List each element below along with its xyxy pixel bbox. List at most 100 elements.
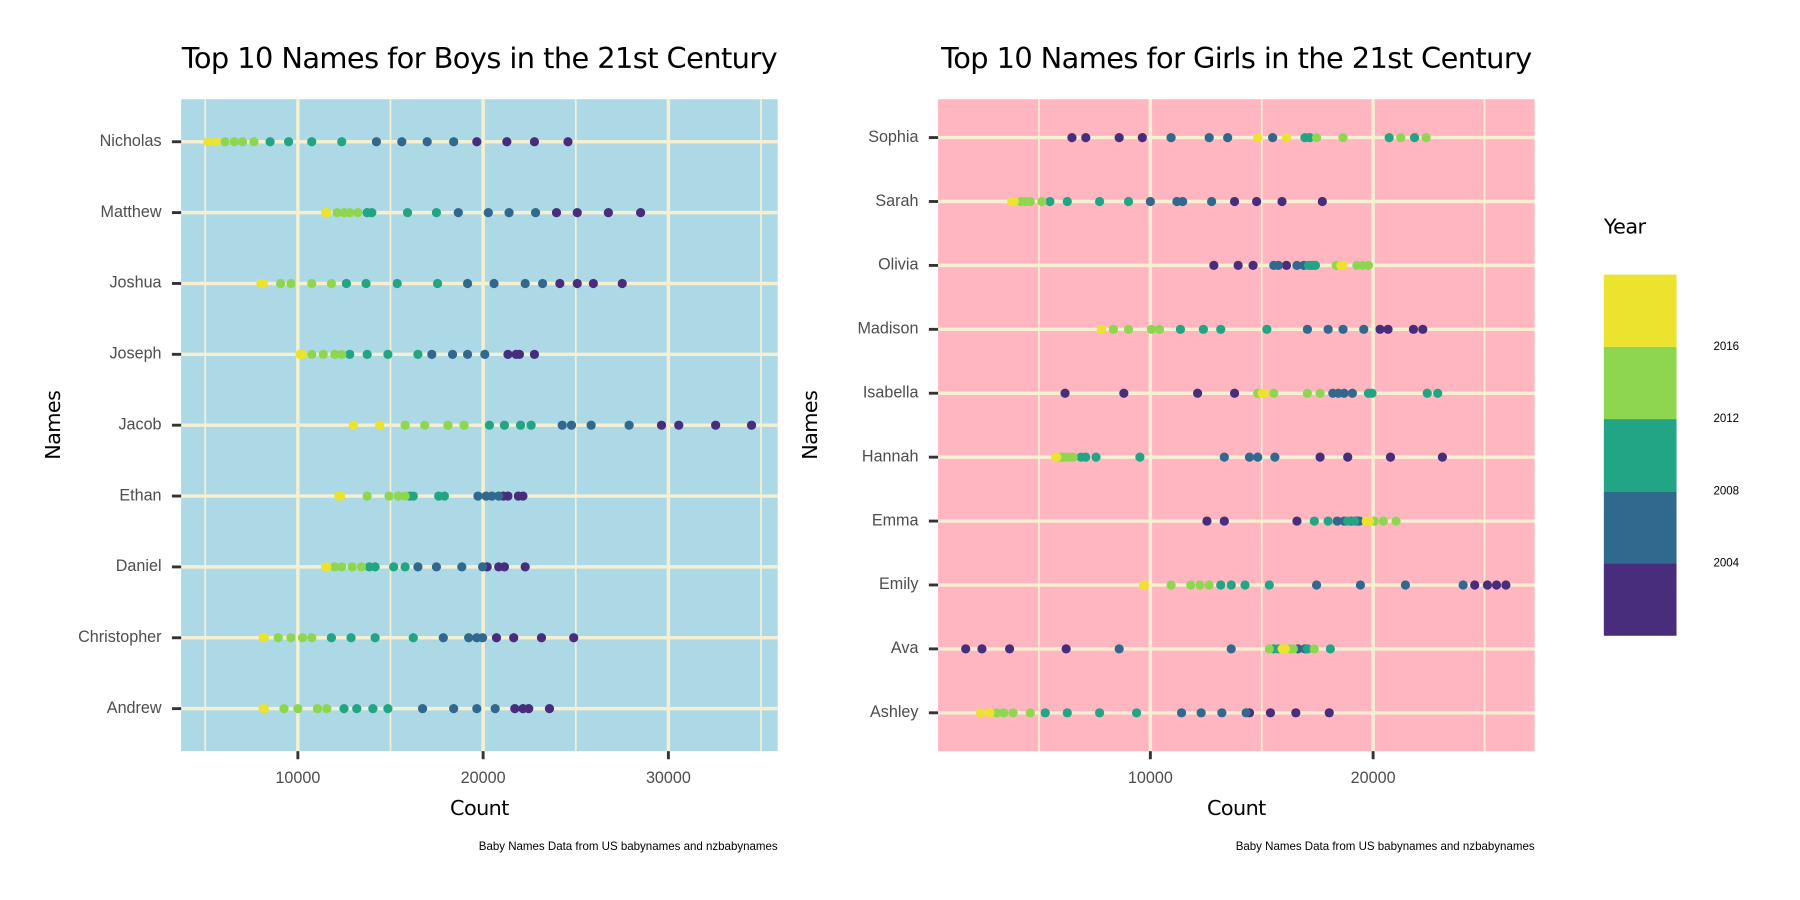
dot: [420, 420, 430, 430]
dot: [511, 349, 521, 359]
y-tick-label: Matthew: [101, 203, 162, 221]
dot: [362, 207, 372, 218]
dot: [1096, 324, 1106, 334]
legend-tick-label: 2004: [1713, 558, 1739, 570]
dot: [397, 137, 407, 147]
dot: [1094, 196, 1105, 207]
dot: [586, 420, 596, 430]
dot: [330, 562, 340, 572]
dot: [211, 137, 221, 147]
dot: [1281, 132, 1292, 143]
dot: [1229, 196, 1240, 207]
dot: [1139, 580, 1149, 590]
dot: [1458, 580, 1468, 590]
y-tick-label: Isabella: [863, 384, 919, 402]
dot: [307, 278, 317, 289]
dot: [431, 562, 442, 572]
dot: [518, 704, 528, 714]
dot: [484, 420, 495, 430]
dot: [339, 704, 349, 714]
dot: [265, 137, 275, 147]
dot: [509, 633, 519, 643]
dot: [293, 704, 303, 714]
dot: [1311, 580, 1322, 590]
dot: [203, 137, 213, 147]
dot: [555, 278, 565, 289]
dot: [348, 420, 358, 430]
dot: [1470, 580, 1480, 590]
dot: [258, 633, 268, 643]
dot: [490, 704, 500, 714]
dot: [1045, 196, 1055, 207]
dot: [477, 562, 488, 572]
dot: [1367, 388, 1377, 398]
dot: [992, 708, 1002, 718]
dot: [1257, 388, 1267, 398]
dot: [1051, 452, 1061, 462]
dot: [1375, 324, 1385, 334]
dot: [1135, 452, 1145, 462]
dot: [375, 420, 385, 430]
dot: [431, 207, 442, 218]
dot: [1336, 260, 1346, 271]
dot: [1338, 324, 1348, 334]
dot: [434, 491, 444, 501]
dot: [453, 207, 463, 218]
dot: [961, 644, 971, 654]
dot: [220, 137, 230, 147]
dot: [337, 562, 347, 572]
dot: [318, 349, 328, 359]
dot: [1137, 132, 1147, 143]
dot: [1176, 708, 1187, 718]
y-tick-label: Ava: [891, 639, 919, 657]
dot: [1292, 260, 1302, 271]
x-tick-label: 20000: [461, 769, 506, 787]
dot: [459, 420, 469, 430]
dot: [249, 137, 259, 147]
dot: [472, 137, 482, 147]
dot: [1198, 324, 1208, 334]
dot: [1421, 132, 1431, 143]
dot: [1288, 644, 1298, 654]
y-tick-label: Ashley: [870, 703, 919, 721]
dot: [400, 420, 410, 430]
dot: [337, 137, 347, 147]
dot: [1343, 452, 1353, 462]
dot: [1339, 388, 1349, 398]
dot: [1277, 196, 1287, 207]
dot: [273, 633, 283, 643]
dot: [1240, 580, 1250, 590]
dot: [537, 278, 548, 289]
dot: [443, 420, 453, 430]
dot: [356, 562, 367, 572]
dot: [1270, 452, 1280, 462]
dot: [462, 278, 473, 289]
dot: [1433, 388, 1443, 398]
dot: [256, 278, 266, 289]
dot: [1123, 324, 1134, 334]
dot: [1422, 388, 1432, 398]
y-tick-label: Ethan: [119, 486, 161, 504]
dot: [1016, 196, 1026, 207]
dot: [1359, 324, 1369, 334]
dot: [1385, 452, 1396, 462]
dot: [432, 278, 443, 289]
dot: [1491, 580, 1502, 590]
dot: [510, 704, 520, 714]
dot: [1281, 260, 1292, 271]
dot: [371, 137, 382, 147]
dot: [1291, 708, 1301, 718]
x-tick-label: 10000: [275, 769, 320, 787]
y-tick-label: Joshua: [109, 274, 161, 292]
dot: [1268, 132, 1278, 143]
dot: [1119, 388, 1129, 398]
dot: [326, 633, 337, 643]
dot: [1226, 644, 1236, 654]
dot: [572, 278, 582, 289]
legend-tick-label: 2016: [1713, 341, 1739, 353]
dot: [1131, 708, 1142, 718]
dot: [499, 420, 510, 430]
dot: [1315, 452, 1325, 462]
dot: [1347, 388, 1358, 398]
